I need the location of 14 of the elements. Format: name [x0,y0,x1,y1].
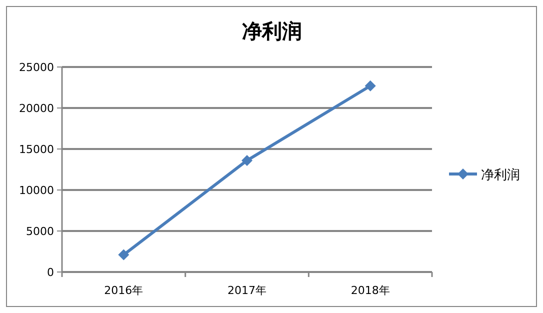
point [364,80,376,92]
point [242,154,252,166]
x-tick-label: 2018年 [350,284,390,297]
chart-title: 净利润 [242,19,302,43]
y-tick-label: 15000 [19,143,54,156]
y-tick-label: 10000 [19,184,54,197]
y-tick-label: 0 [47,266,54,279]
y-tick-label: 5000 [26,225,54,238]
y-tick-label: 25000 [19,61,54,74]
point [118,249,130,260]
legend-label: 净利润 [481,168,520,183]
x-tick-label: 2016年 [104,284,144,297]
y-tick-label: 20000 [19,102,54,115]
x-tick-label: 2017年 [228,284,266,297]
